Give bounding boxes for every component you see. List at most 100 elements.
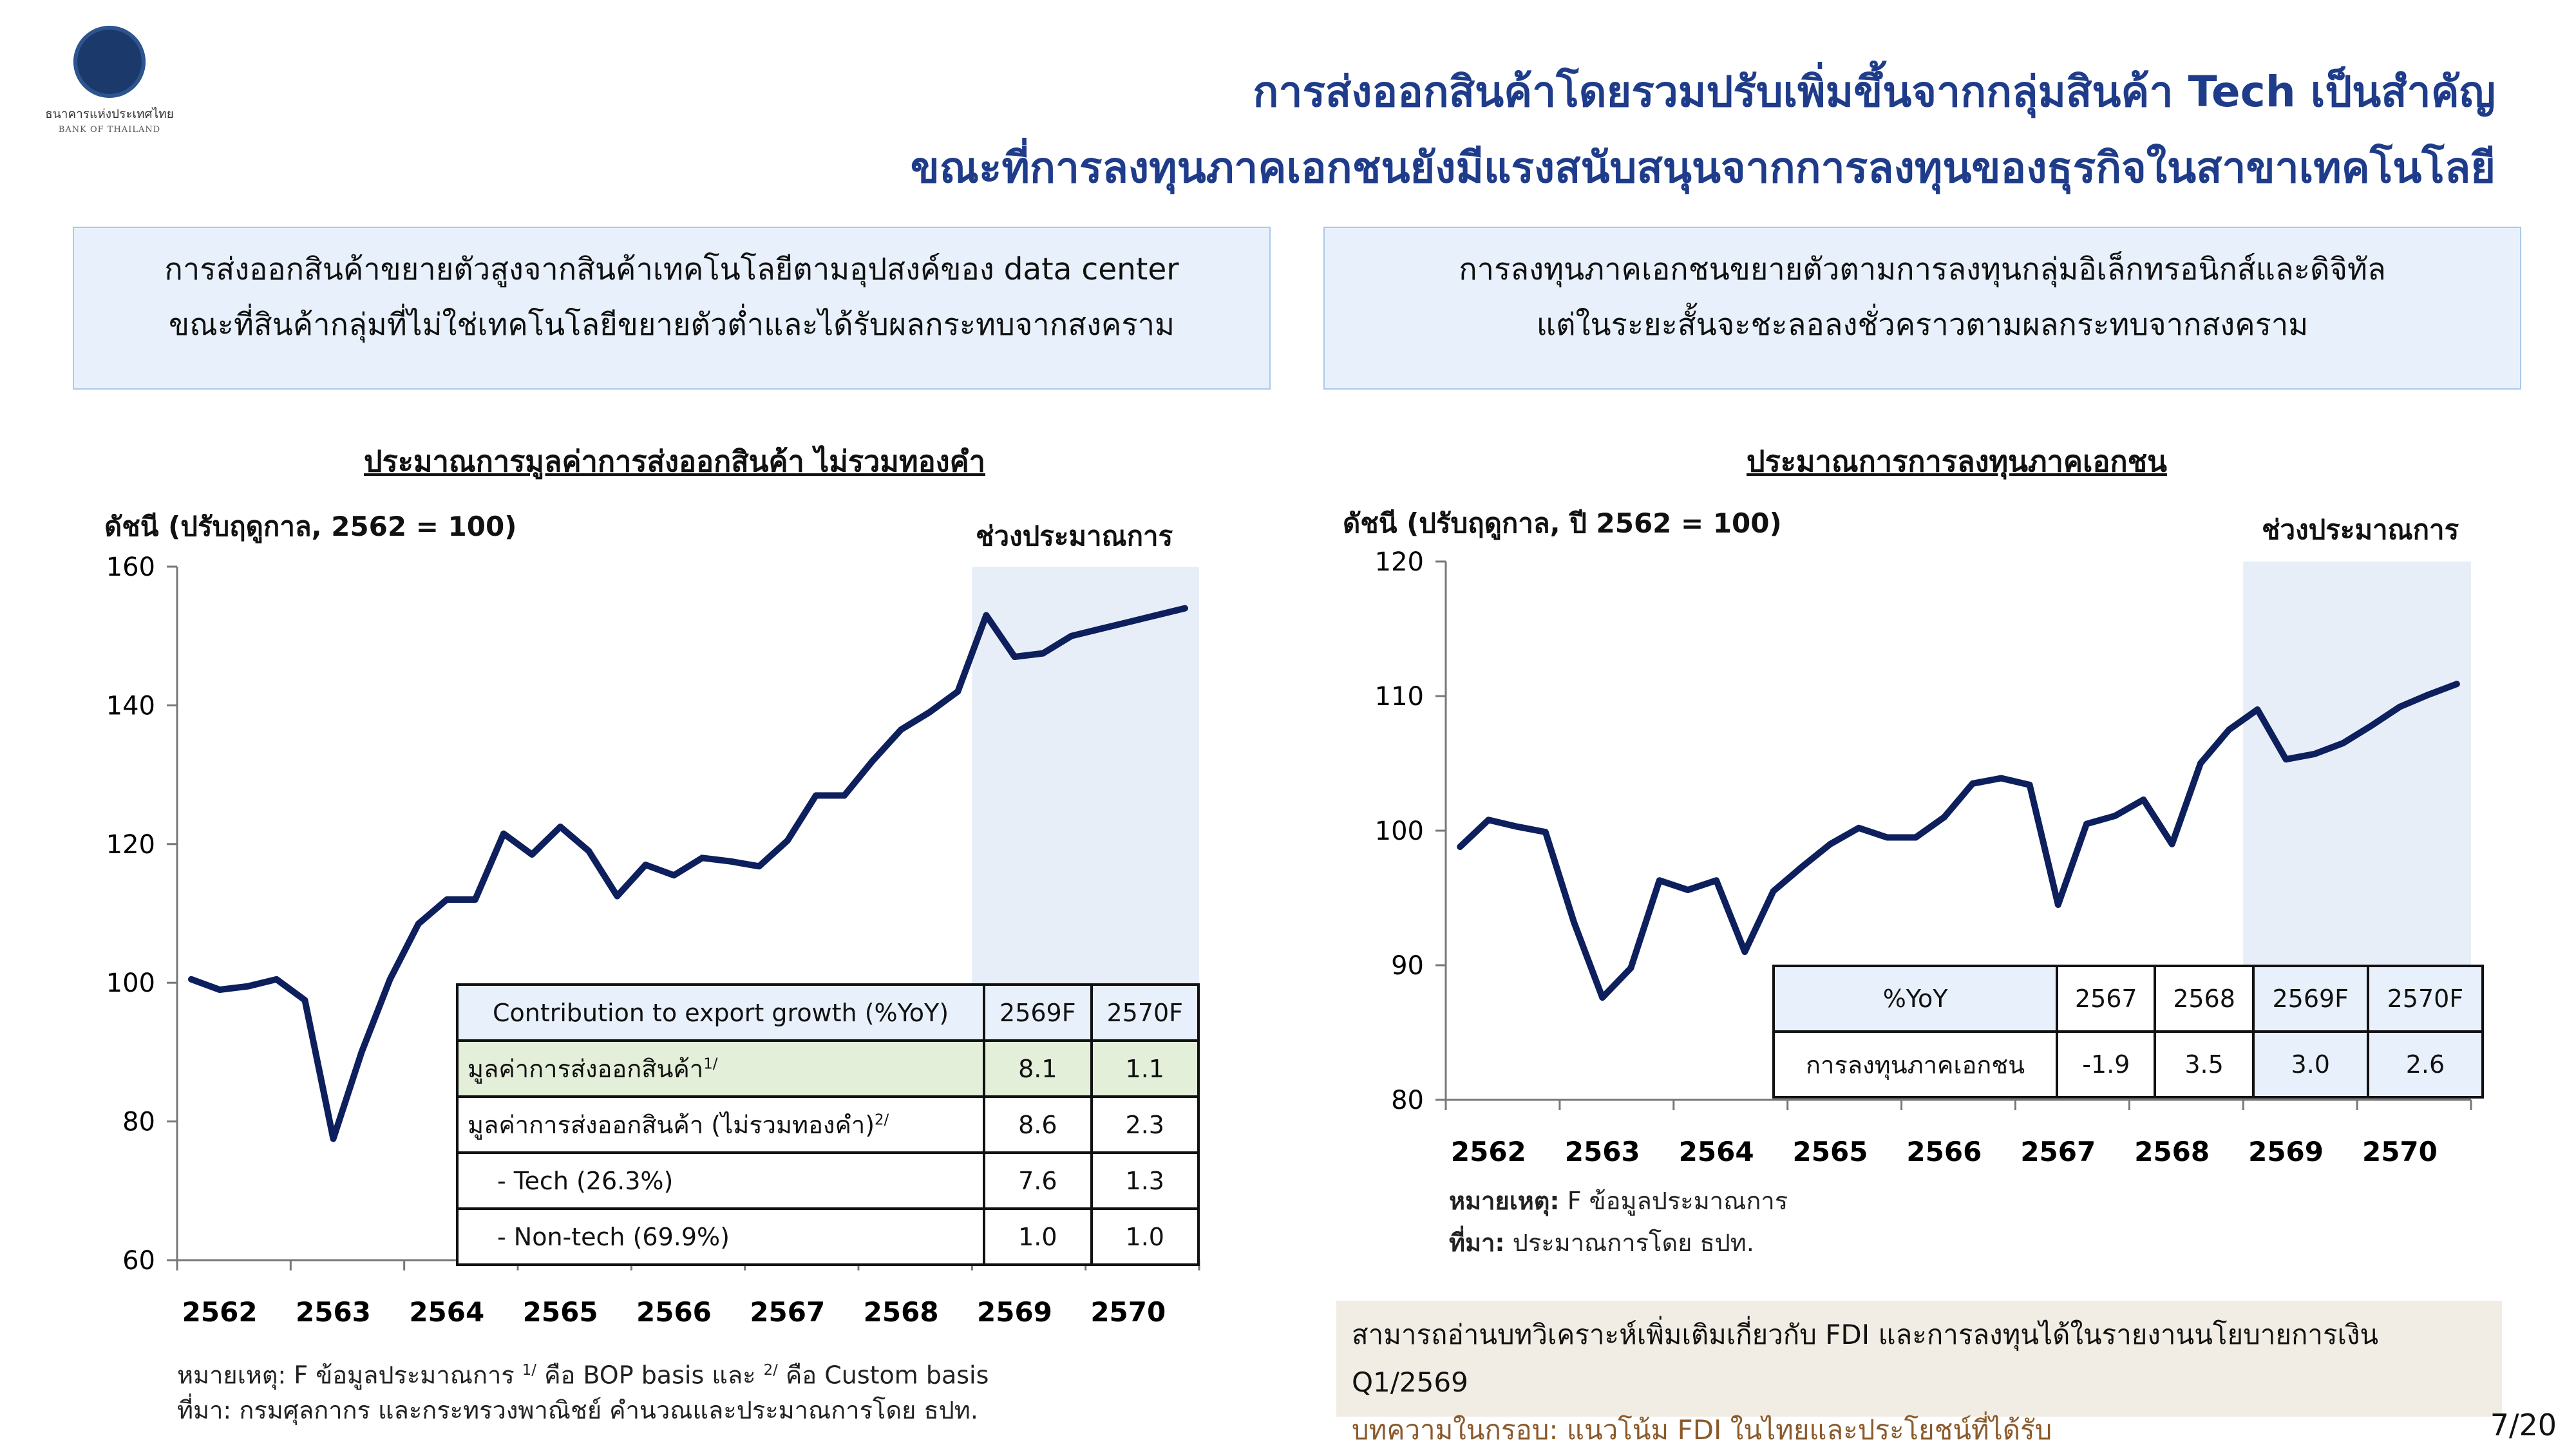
table-header-cell: 2570F [1090,983,1200,1042]
table-row: - Non-tech (69.9%) 1.0 1.0 [455,1207,1200,1266]
footnote-mark: 2/ [875,1111,889,1129]
exports-y-tick-label: 160 [106,552,155,582]
exports-data-point [644,864,647,867]
table-header-cell: 2568 [2154,965,2255,1033]
exports-data-point [190,977,193,981]
investment-data-point [1487,818,1490,822]
exports-data-point [218,988,222,991]
footnote-mark: 1/ [703,1055,718,1073]
exports-data-point [1041,652,1045,655]
investment-data-point [1800,865,1803,869]
exports-data-point [786,839,789,842]
cell-value: 1.3 [1090,1151,1200,1210]
exports-data-point [729,860,732,863]
summary-investment-line2: แต่ในระยะสั้นจะชะลอลงชั่วคราวตามผลกระทบจ… [1536,307,2309,343]
investment-y-tick-label: 120 [1375,547,1424,577]
exports-x-tick-label: 2562 [182,1296,258,1328]
exports-data-point [473,898,477,901]
investment-x-tick-label: 2570 [2362,1136,2438,1167]
summary-box-investment: การลงทุนภาคเอกชนขยายตัวตามการลงทุนกลุ่มอ… [1323,227,2521,390]
investment-data-point [1459,845,1462,849]
investment-y-tick-label: 110 [1375,682,1424,712]
table-header-cell: Contribution to export growth (%YoY) [455,983,986,1042]
exports-data-point [1183,607,1186,610]
investment-data-point [1942,816,1946,819]
exports-data-point [360,1050,363,1053]
cell-value: 1.0 [1090,1207,1200,1266]
exports-forecast-label: ช่วงประมาณการ [976,520,1173,552]
cell-value: 3.0 [2251,1030,2369,1099]
exports-data-point [275,977,278,981]
cell-value: 1.1 [1090,1039,1200,1098]
further-reading-box: สามารถอ่านบทวิเคราะห์เพิ่มเติมเกี่ยวกับ … [1336,1301,2502,1446]
exports-data-point [701,856,704,860]
exports-data-point [445,898,448,901]
exports-x-tick-label: 2563 [296,1296,371,1328]
investment-data-point [1886,836,1889,839]
row-label: การลงทุนภาคเอกชน [1772,1030,2059,1099]
investment-data-point [2142,798,2145,801]
investment-x-tick-label: 2565 [1793,1136,1868,1167]
investment-x-tick-label: 2562 [1451,1136,1526,1167]
investment-x-tick-label: 2564 [1679,1136,1754,1167]
investment-y-axis-label: ดัชนี (ปรับฤดูกาล, ปี 2562 = 100) [1343,507,1782,539]
exports-data-point [928,711,931,714]
exports-x-tick-label: 2567 [750,1296,825,1328]
exports-data-point [842,794,846,797]
investment-data-point [2000,777,2003,780]
cell-value: 8.1 [983,1039,1093,1098]
exports-data-point [900,728,903,732]
investment-x-tick-label: 2566 [1906,1136,1982,1167]
investment-x-tick-label: 2567 [2020,1136,2096,1167]
cell-value: 3.5 [2154,1030,2255,1099]
investment-data-point [1601,996,1604,999]
investment-data-point [1743,950,1747,954]
table-header-cell: 2570F [2366,965,2485,1033]
page-number: 7/20 [2490,1408,2557,1442]
bot-logo: ธนาคารแห่งประเทศไทย BANK OF THAILAND [13,26,206,155]
exports-data-point [388,977,392,981]
exports-data-point [559,825,562,828]
exports-data-point [247,985,250,988]
summary-box-exports: การส่งออกสินค้าขยายตัวสูงจากสินค้าเทคโนโ… [73,227,1271,390]
exports-data-point [417,922,420,925]
investment-data-point [2427,693,2430,696]
investment-data-point [1573,921,1575,924]
box-article-link[interactable]: บทความในกรอบ: แนวโน้ม FDI ในไทยและประโยช… [1352,1414,2052,1446]
investment-chart-title: ประมาณการการลงทุนภาคเอกชน [1747,444,2167,478]
investment-x-tick-label: 2568 [2134,1136,2210,1167]
exports-y-tick-label: 60 [122,1246,155,1276]
summary-exports-line1: การส่งออกสินค้าขยายตัวสูงจากสินค้าเทคโนโ… [164,252,1179,287]
investment-data-point [1914,836,1917,839]
page-title-line2: ขณะที่การลงทุนภาคเอกชนยังมีแรงสนับสนุนจา… [910,143,2496,193]
investment-data-point [1544,831,1547,834]
investment-data-point [1629,967,1633,970]
table-header-cell: %YoY [1772,965,2059,1033]
exports-data-point [303,999,307,1002]
exports-x-tick-label: 2564 [409,1296,484,1328]
row-label: - Non-tech (69.9%) [455,1207,986,1266]
investment-data-point [2056,903,2060,906]
cell-value: 7.6 [983,1151,1093,1210]
investment-data-point [2398,705,2401,708]
cell-value: 1.0 [983,1207,1093,1266]
further-reading-text: สามารถอ่านบทวิเคราะห์เพิ่มเติมเกี่ยวกับ … [1352,1319,2379,1398]
cell-value: 2.6 [2366,1030,2485,1099]
exports-data-point [616,894,619,898]
investment-data-point [1686,888,1689,891]
investment-data-point [1857,826,1861,829]
summary-exports-line2: ขณะที่สินค้ากลุ่มที่ไม่ใช่เทคโนโลยีขยายต… [169,307,1175,343]
investment-x-tick-label: 2563 [1565,1136,1640,1167]
exports-y-tick-label: 80 [122,1108,155,1137]
summary-investment-line1: การลงทุนภาคเอกชนขยายตัวตามการลงทุนกลุ่มอ… [1459,252,2386,287]
exports-chart-title: ประมาณการมูลค่าการส่งออกสินค้า ไม่รวมทอง… [364,444,985,478]
page-title-line1: การส่งออกสินค้าโดยรวมปรับเพิ่มขึ้นจากกลุ… [1253,67,2496,117]
row-label: มูลค่าการส่งออกสินค้า (ไม่รวมทองคำ)2/ [455,1095,986,1154]
row-label: - Tech (26.3%) [455,1151,986,1210]
exports-data-point [672,874,676,877]
exports-data-point [956,690,960,693]
investment-y-tick-label: 80 [1391,1086,1424,1115]
exports-data-point [985,614,988,617]
investment-data-point [1715,879,1718,882]
exports-source: ที่มา: กรมศุลกากร และกระทรวงพาณิชย์ คำนว… [177,1396,978,1424]
